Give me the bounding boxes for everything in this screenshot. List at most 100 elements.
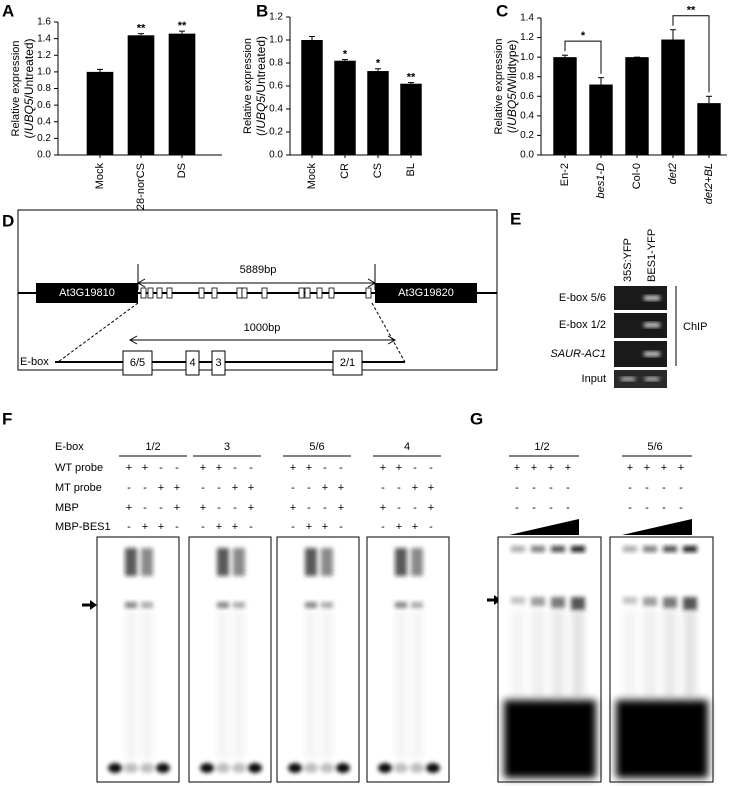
lane-sign: + [306, 462, 312, 474]
lane-smear [306, 610, 316, 760]
y-tick-label: 0.0 [520, 150, 534, 161]
shifted-band [551, 597, 565, 608]
free-probe [426, 763, 440, 773]
lane-sign: - [413, 502, 417, 514]
significance-label: * [376, 58, 381, 70]
significance-label: * [581, 30, 586, 42]
y-tick-label: 0.0 [37, 150, 51, 161]
complex-smear [217, 548, 229, 576]
arrow-head [128, 335, 138, 345]
lane-sign: - [532, 482, 536, 494]
lane-sign: - [515, 502, 519, 514]
lane-sign: - [249, 462, 253, 474]
y-axis-title-part: UBQ5 [254, 96, 268, 129]
lane-sign: + [232, 521, 238, 533]
y-tick-label: 1.2 [520, 32, 534, 43]
lane-sign: - [159, 502, 163, 514]
lane-smear [552, 610, 564, 700]
lane-sign: - [217, 482, 221, 494]
chip-label: ChIP [683, 321, 707, 333]
lane-label: 35S:YFP [622, 238, 634, 282]
lane-sign: + [678, 462, 684, 474]
y-tick-label: 1.2 [269, 12, 283, 23]
lane-sign: - [127, 521, 131, 533]
y-tick-label: 1.4 [37, 33, 51, 44]
lane-sign: - [323, 462, 327, 474]
shifted-band [395, 602, 407, 608]
x-tick-label: En-2 [559, 163, 571, 186]
exon-box [236, 287, 243, 299]
lane-sign: - [339, 521, 343, 533]
lane-sign: + [412, 521, 418, 533]
complex-smear [305, 548, 317, 576]
free-probe [248, 763, 262, 773]
lane-sign: - [201, 521, 205, 533]
lane-sign: - [217, 502, 221, 514]
lane-sign: + [661, 462, 667, 474]
exon-box [261, 287, 268, 299]
lane-smear [126, 610, 136, 760]
x-tick-label: Mock [94, 163, 106, 190]
panel-letter: A [2, 1, 14, 20]
gel [366, 536, 450, 783]
gene-label: At3G19820 [398, 287, 454, 299]
band-arrow [82, 600, 97, 610]
gel-strip [614, 370, 667, 388]
exon-box [198, 287, 205, 299]
y-axis-title-part: /Untreated) [254, 36, 268, 96]
panel-letter: C [496, 1, 508, 20]
free-probe [124, 763, 138, 773]
lane-sign: - [662, 502, 666, 514]
lane-sign: - [628, 502, 632, 514]
lane-sign: + [565, 462, 571, 474]
group-label: 5/6 [647, 441, 662, 453]
lane-sign: - [175, 462, 179, 474]
shifted-band [511, 597, 525, 604]
exon-box [328, 287, 335, 299]
x-tick-label: CR [339, 163, 351, 179]
ebox-site-label: 6/5 [130, 357, 145, 369]
x-tick-label: Mock [306, 163, 318, 190]
free-probe [304, 763, 318, 773]
y-axis-title-part: (/ [22, 131, 36, 139]
y-axis-title-part: (/ [254, 128, 268, 136]
complex-smear [141, 548, 153, 576]
shifted-band [571, 597, 585, 610]
arrow-head [387, 335, 397, 345]
lane-sign: + [290, 502, 296, 514]
lane-smear [234, 610, 244, 760]
group-label: 3 [224, 441, 230, 453]
lane-sign: - [679, 502, 683, 514]
lane-sign: - [307, 482, 311, 494]
lane-sign: - [175, 521, 179, 533]
lane-sign: - [397, 502, 401, 514]
y-tick-label: 1.0 [37, 67, 51, 78]
y-axis-title-part: /Untreated) [22, 38, 36, 98]
exon-box [298, 287, 305, 299]
lane-label: BES1-YFP [646, 229, 658, 282]
lane-sign: + [548, 462, 554, 474]
gel-band [645, 377, 659, 381]
bar [334, 60, 356, 156]
arrow-head [136, 278, 146, 288]
shifted-band [411, 602, 423, 608]
shifted-band [623, 597, 637, 604]
lane-smear [572, 610, 584, 700]
lane-sign: - [233, 462, 237, 474]
bar [367, 71, 389, 155]
x-tick-label: det2 [667, 163, 679, 184]
zoom-line [371, 302, 406, 363]
lane-sign: - [397, 482, 401, 494]
group-label: 4 [404, 441, 410, 453]
y-tick-label: 1.2 [37, 50, 51, 61]
zoom-line [57, 302, 139, 363]
lane-sign: - [628, 482, 632, 494]
ebox-site [332, 350, 363, 376]
gel-band [644, 296, 660, 300]
y-tick-label: 0.4 [520, 110, 534, 121]
y-tick-label: 0.2 [520, 130, 534, 141]
row-label: MBP-BES1 [55, 521, 111, 533]
gel-band [644, 352, 660, 356]
lane-sign: + [396, 521, 402, 533]
